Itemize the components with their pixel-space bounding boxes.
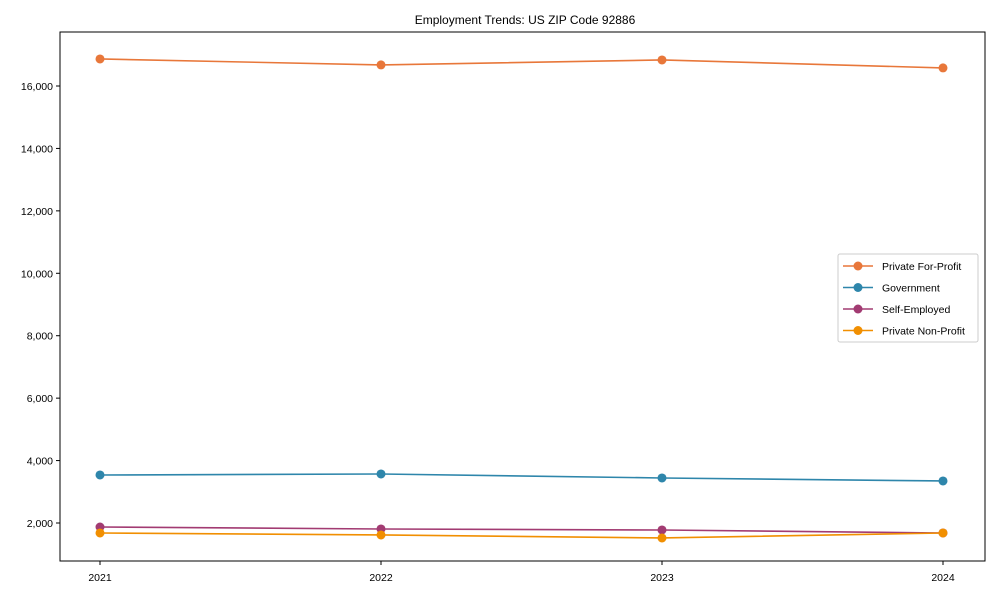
chart-title: Employment Trends: US ZIP Code 92886	[415, 13, 636, 27]
data-point	[938, 528, 948, 538]
y-tick-label: 14,000	[21, 143, 53, 155]
y-tick-label: 8,000	[27, 331, 53, 343]
y-axis: 2,000 4,000 6,000 8,000 10,000 12,000 14,000 16…	[21, 81, 60, 530]
data-point	[95, 528, 105, 538]
y-tick-label: 6,000	[27, 393, 53, 405]
series-lines	[95, 54, 948, 543]
legend-item: Private Non-Profit	[843, 326, 965, 338]
legend-label: Private Non-Profit	[882, 326, 965, 338]
data-point	[95, 470, 105, 480]
legend-label: Government	[882, 283, 940, 295]
data-point	[657, 533, 667, 543]
x-tick-label: 2024	[931, 572, 955, 584]
data-point	[95, 54, 105, 64]
data-point	[376, 60, 386, 70]
legend-label: Private For-Profit	[882, 261, 961, 273]
series-private-for-profit	[95, 54, 948, 73]
legend-label: Self-Employed	[882, 304, 950, 316]
legend-item: Private For-Profit	[843, 261, 961, 273]
series-government	[95, 469, 948, 486]
data-point	[657, 55, 667, 65]
series-private-non-profit	[95, 528, 948, 543]
data-point	[376, 530, 386, 540]
legend: Private For-Profit Government Self-Employe…	[837, 253, 979, 343]
y-tick-label: 2,000	[27, 518, 53, 530]
x-tick-label: 2022	[369, 572, 393, 584]
y-tick-label: 10,000	[21, 268, 53, 280]
y-tick-label: 16,000	[21, 81, 53, 93]
data-point	[657, 473, 667, 483]
y-tick-label: 4,000	[27, 456, 53, 468]
legend-item: Self-Employed	[843, 304, 950, 316]
data-point	[657, 525, 667, 535]
x-tick-label: 2023	[650, 572, 674, 584]
x-axis: 2021 2022 2023 2024	[88, 561, 955, 584]
data-point	[938, 476, 948, 486]
y-tick-label: 12,000	[21, 206, 53, 218]
data-point	[376, 469, 386, 479]
data-point	[938, 63, 948, 73]
plot-area	[59, 31, 986, 562]
x-tick-label: 2021	[88, 572, 112, 584]
legend-item: Government	[843, 283, 940, 295]
